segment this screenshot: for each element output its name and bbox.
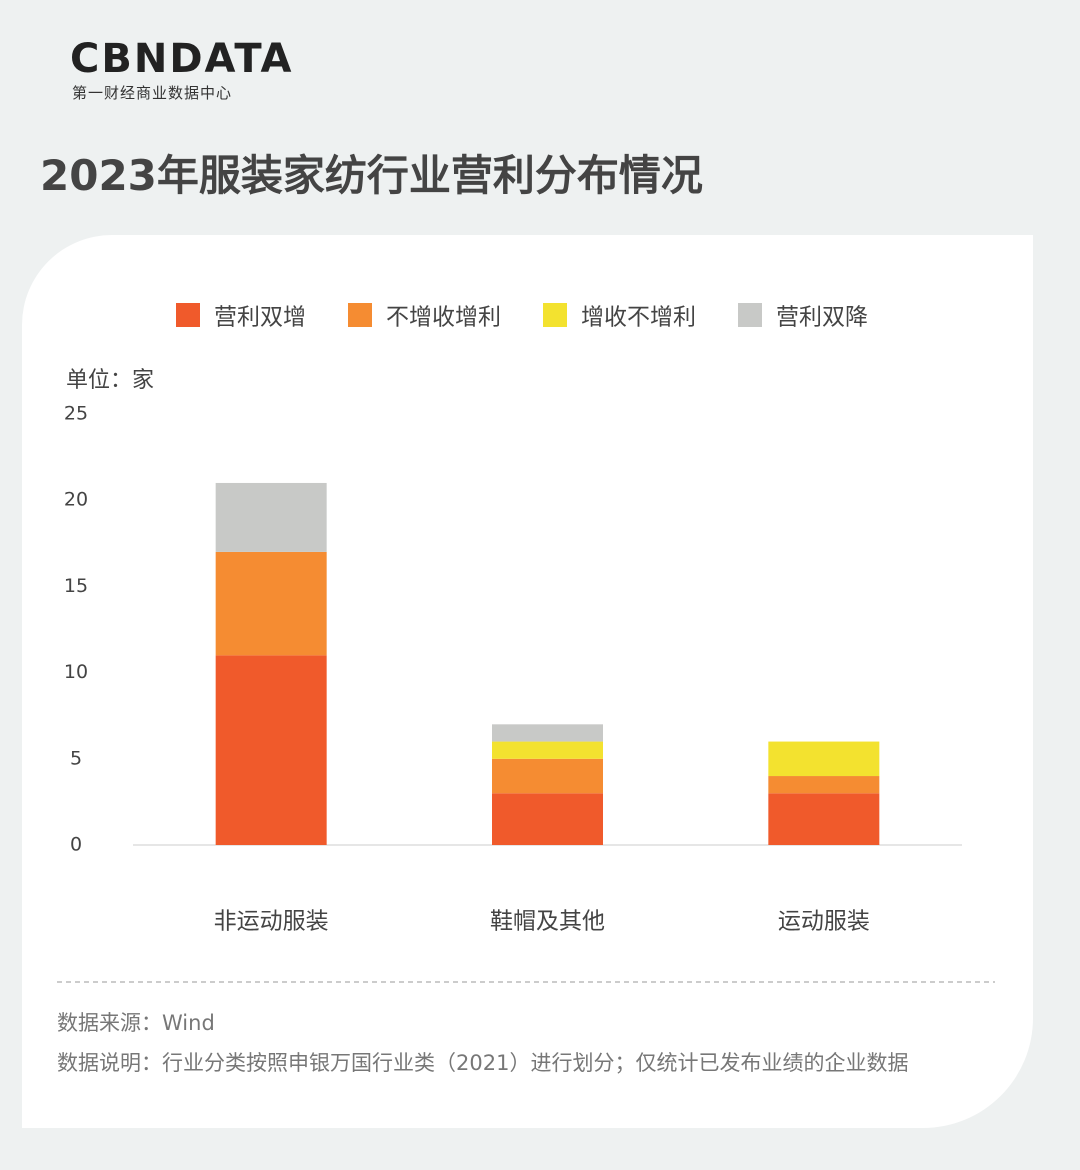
legend-label: 营利双降 (776, 305, 868, 331)
legend-label: 不增收增利 (386, 305, 501, 331)
legend-swatch (348, 303, 372, 327)
bar-segment (215, 482, 327, 552)
y-tick-label: 20 (64, 489, 88, 511)
legend-swatch (738, 303, 762, 327)
legend-label: 增收不增利 (581, 305, 696, 331)
legend-swatch (176, 303, 200, 327)
x-tick-label: 鞋帽及其他 (490, 909, 605, 935)
bar-segment (492, 724, 603, 742)
chart-title: 2023年服装家纺行业营利分布情况 (40, 151, 703, 200)
bar-segment (768, 776, 880, 794)
y-tick-label: 5 (70, 747, 82, 769)
unit-label: 单位：家 (66, 368, 154, 393)
source: 数据来源：Wind (57, 1011, 215, 1035)
bar-segment (492, 741, 603, 759)
bar-segment (492, 793, 603, 845)
logo-subtitle: 第一财经商业数据中心 (72, 84, 233, 102)
y-tick-label: 25 (64, 403, 88, 425)
y-tick-label: 15 (64, 575, 88, 597)
y-tick-label: 0 (70, 834, 82, 856)
logo: CBNDATA (70, 36, 294, 82)
legend-label: 营利双增 (214, 305, 306, 331)
note: 数据说明：行业分类按照申银万国行业类（2021）进行划分；仅统计已发布业绩的企业… (57, 1051, 909, 1075)
bar-segment (215, 551, 327, 656)
bar-segment (492, 758, 603, 794)
x-tick-label: 运动服装 (778, 909, 870, 935)
legend-swatch (543, 303, 567, 327)
bar-segment (768, 793, 880, 845)
y-tick-label: 10 (64, 661, 88, 683)
bar-segment (215, 655, 327, 845)
x-tick-label: 非运动服装 (214, 909, 329, 935)
card (22, 235, 1033, 1128)
bar-segment (768, 741, 880, 777)
